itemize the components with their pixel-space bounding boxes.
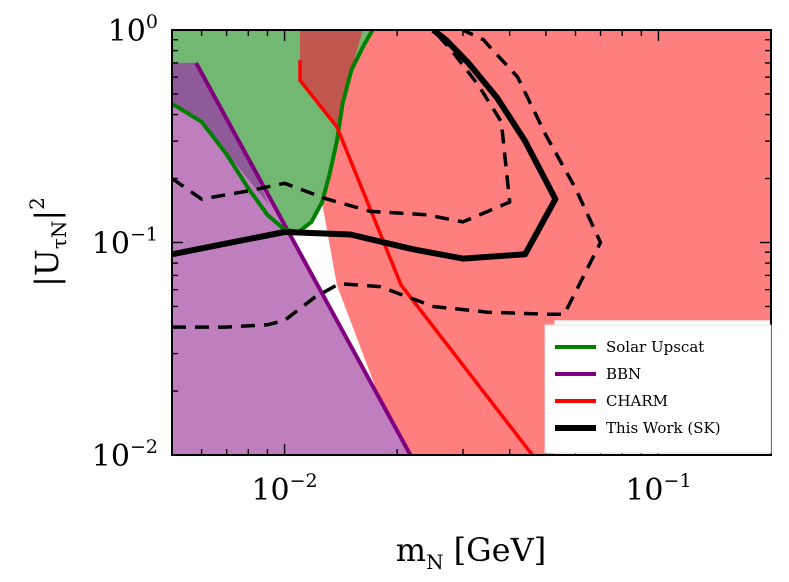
legend-label: BBN [606,365,641,383]
charm-region [300,30,771,455]
this-work-sk-line [172,30,559,262]
x-axis-title: mN [GeV] [396,531,546,574]
y-axis-title: |UτN|2 [25,197,71,287]
y-tick-label: 10−2 [92,436,158,474]
y-tick-label: 100 [108,11,158,49]
x-tick-label: 10−2 [251,470,317,508]
legend-label: Solar Upscat [606,338,704,356]
overlap-region [300,30,363,127]
legend: Solar Upscat BBN CHARM This Work (SK) [544,324,772,454]
bbn-line [194,61,413,455]
charm-line [298,60,534,455]
x-tick-label: 10−1 [625,470,691,508]
solar-upscat-line [172,30,375,234]
y-tick-label: 10−1 [92,224,158,262]
legend-label: CHARM [606,392,668,410]
legend-label: This Work (SK) [606,419,721,437]
bbn-solar-overlap-region [172,62,270,206]
